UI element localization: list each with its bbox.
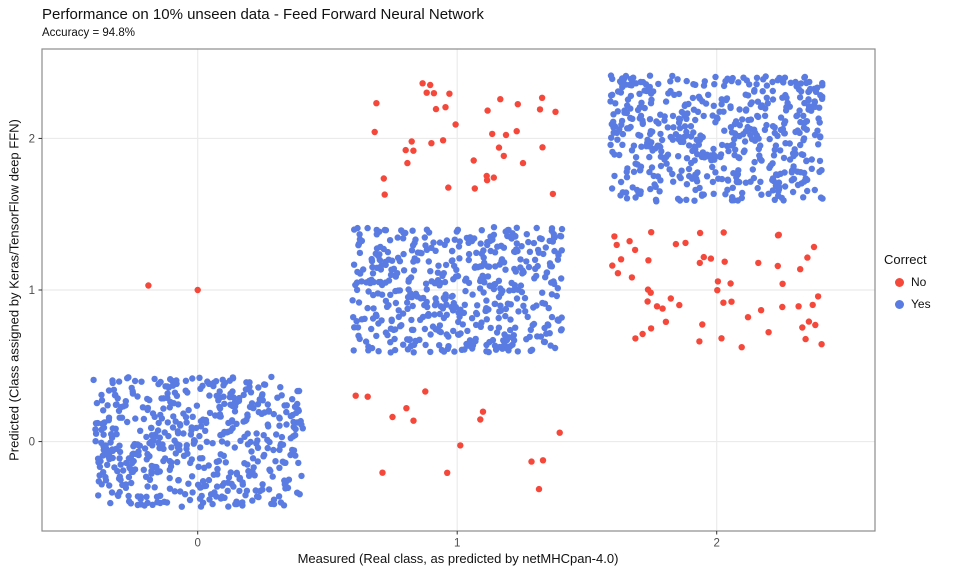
legend-dot-yes-icon	[895, 299, 904, 309]
points-no-1-0	[352, 388, 563, 493]
y-tick-label: 2	[29, 133, 35, 145]
legend-dot-no-icon	[895, 277, 904, 287]
chart-subtitle: Accuracy = 94.8%	[42, 27, 136, 39]
legend: Correct No Yes	[884, 252, 931, 319]
legend-item-no: No	[884, 275, 931, 289]
x-tick-label: 2	[714, 538, 720, 550]
outlier-points	[145, 282, 201, 294]
points-yes-0-0	[90, 373, 306, 510]
points-yes-2-2	[607, 72, 826, 205]
legend-label-no: No	[911, 275, 927, 289]
legend-title: Correct	[884, 252, 927, 267]
x-axis-label: Measured (Real class, as predicted by ne…	[297, 551, 619, 566]
axis-ticks: 0 1 2 0 1 2	[29, 133, 720, 549]
points-no-1-2	[371, 80, 559, 198]
points-no-2-1	[609, 229, 825, 351]
y-tick-label: 0	[29, 437, 35, 449]
y-axis-label: Predicted (Class assigned by Keras/Tenso…	[6, 119, 22, 461]
legend-item-yes: Yes	[884, 297, 931, 311]
y-tick-label: 1	[29, 285, 35, 297]
x-tick-label: 0	[194, 538, 200, 550]
x-tick-label: 1	[454, 538, 460, 550]
chart-title: Performance on 10% unseen data - Feed Fo…	[42, 6, 484, 23]
points-yes-1-1	[349, 224, 566, 356]
legend-label-yes: Yes	[911, 297, 931, 311]
